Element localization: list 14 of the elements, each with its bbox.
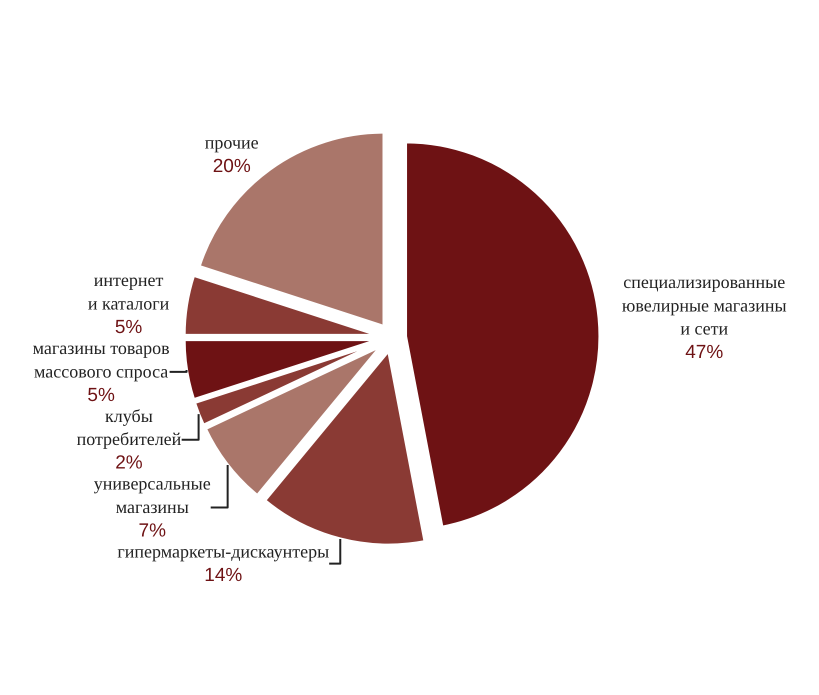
slice-label: гипермаркеты-дискаунтеры <box>117 541 330 562</box>
data-label: 14% <box>204 564 242 586</box>
data-label: 2% <box>115 452 143 474</box>
data-label: 5% <box>87 384 115 406</box>
slice-label: интернет и каталоги <box>88 270 170 314</box>
data-label: 7% <box>138 520 166 542</box>
slice-label: клубы потребителей <box>76 406 182 450</box>
slice-label: специализированные ювелирные магазины и сети <box>622 272 787 339</box>
slice-label: магазины товаров массового спроса <box>32 338 170 382</box>
slice-label: универсальные магазины <box>94 474 211 518</box>
slice-label: прочие <box>204 132 259 152</box>
data-label: 5% <box>114 317 142 338</box>
data-label: 47% <box>685 342 724 364</box>
data-label: 20% <box>212 156 251 177</box>
